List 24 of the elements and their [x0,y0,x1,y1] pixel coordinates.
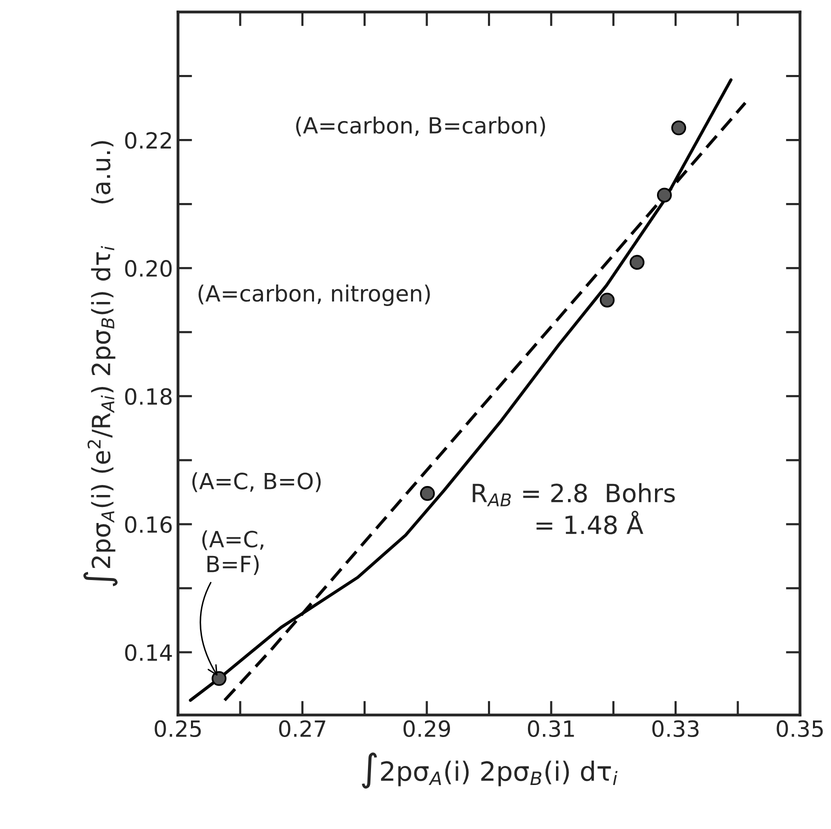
y-tick-label: 0.22 [125,132,171,149]
x-tick-label: 0.35 [776,720,823,738]
point [600,292,615,308]
y-tick-label: 0.18 [125,388,172,405]
annotation: R$_{AB}$ = 2.8 Bohrs = 1.48 Å [472,483,675,534]
point [656,188,672,203]
y-tick-label: 0.20 [125,260,172,277]
x-tick-label: 0.25 [154,720,201,738]
x-axis-title: ∫2pσ$_{A}$(i) 2pσ$_{B}$(i) dτ$_{i}$ [362,752,618,789]
point [420,486,435,501]
annotation: (A=C, B=O) [192,472,321,492]
annotation: (A=C, B=F) [202,530,264,576]
y-tick-label: 0.14 [125,644,172,662]
point [630,254,644,270]
x-tick-label: 0.29 [404,720,450,738]
point [212,671,226,686]
annotation: (A=carbon, nitrogen) [198,284,430,306]
point [671,120,686,136]
text: ∫2pσ$_{A}$(i) (e$^{2}$/R$_{Ai}$) 2pσ$_{B}$(i) dτ$_{i}$ (a.u.) [83,141,118,586]
x-tick-label: 0.27 [279,720,326,738]
x-tick-label: 0.31 [528,720,574,738]
annotation: (A=carbon, B=carbon) [296,116,545,136]
y-tick-label: 0.16 [125,516,172,533]
x-tick-label: 0.33 [652,720,699,738]
